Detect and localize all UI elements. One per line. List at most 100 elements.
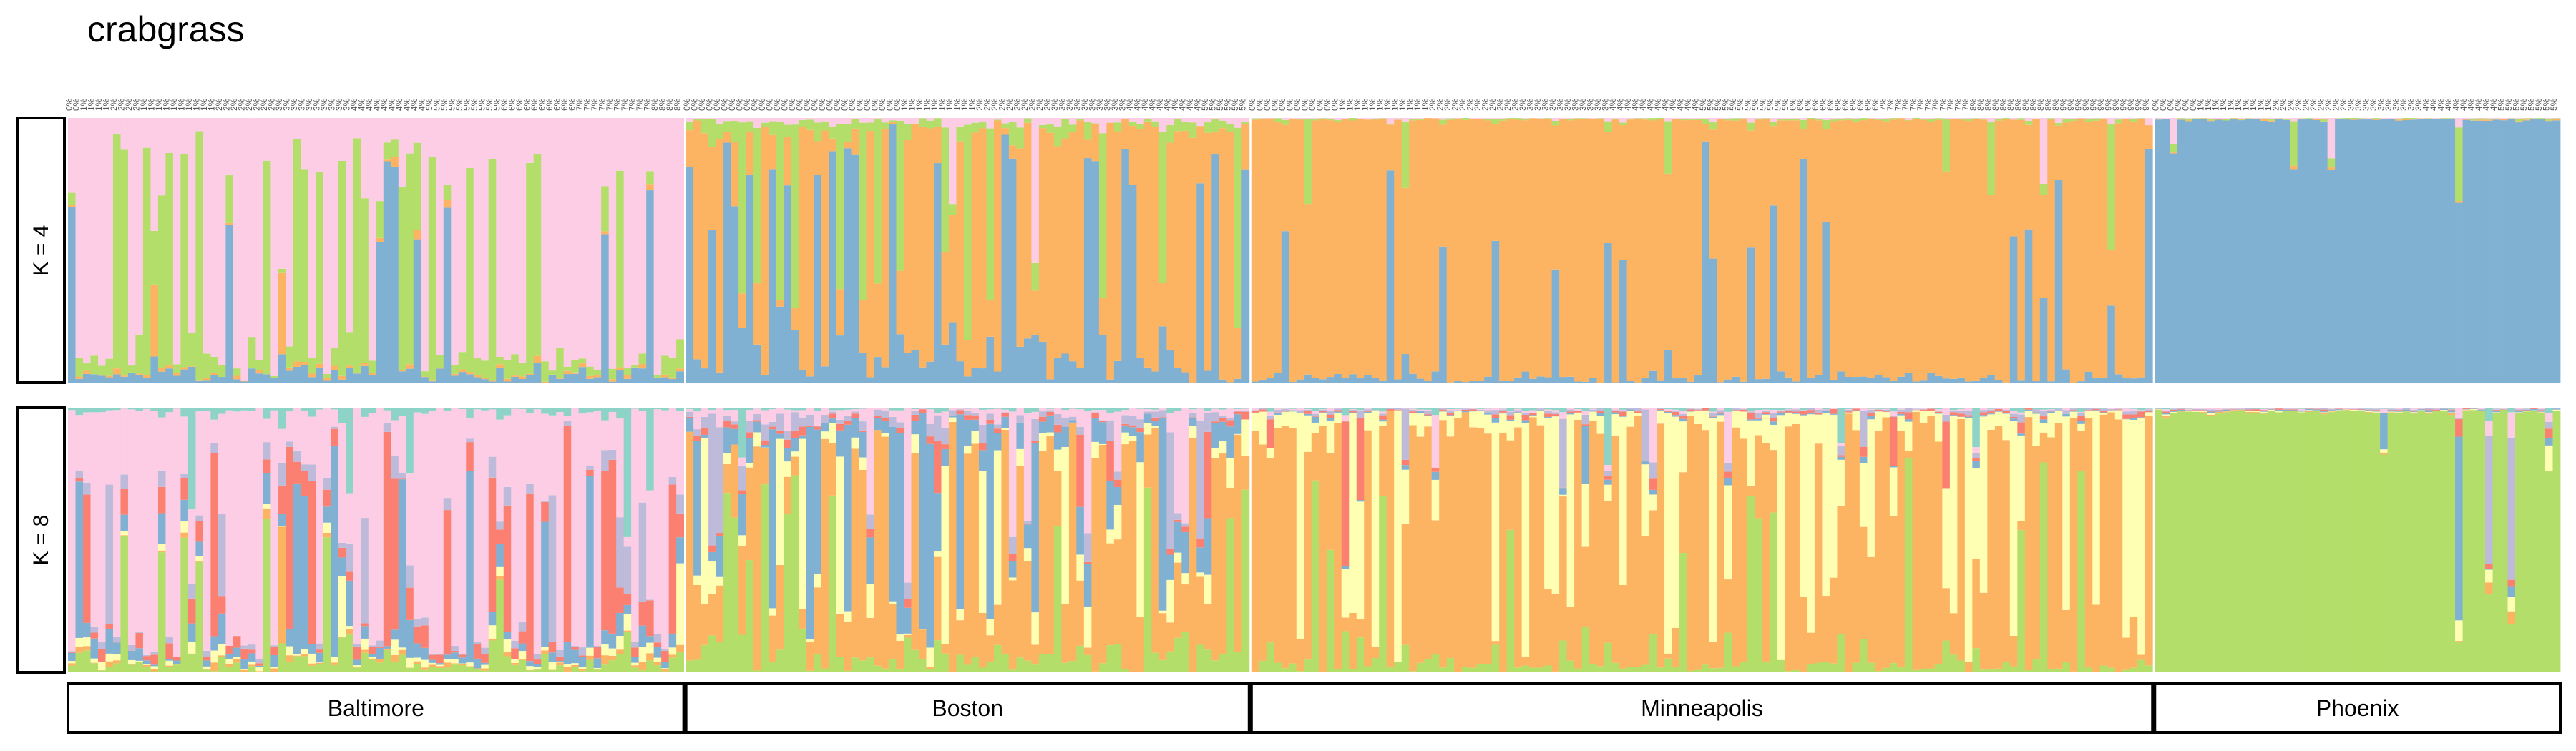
sample-label: 0% [1277, 98, 1287, 111]
bar-segment [586, 466, 595, 470]
bar-segment [881, 118, 889, 123]
bar-segment [1514, 377, 1523, 383]
bar-segment [1151, 421, 1160, 426]
bar-segment [195, 118, 204, 132]
sample-label: 2% [2293, 98, 2303, 111]
bar-segment [353, 647, 361, 660]
sample-label: 4% [1653, 98, 1663, 111]
bar-segment [1792, 423, 1800, 670]
bar-segment [556, 378, 565, 379]
bar-segment [1919, 669, 1928, 672]
sample-label: 1% [154, 98, 164, 111]
bar-segment [1219, 453, 1227, 654]
bar-segment [1356, 378, 1365, 383]
bar-segment [2350, 411, 2358, 672]
sample-label: 0% [757, 98, 767, 111]
bar-segment [263, 519, 271, 672]
bar-segment [1174, 519, 1182, 522]
bar-segment [1566, 413, 1575, 415]
bar-segment [316, 118, 324, 172]
bar-segment [1551, 414, 1560, 416]
sample-label: 7% [635, 98, 645, 111]
bar-segment [701, 416, 709, 428]
bar-segment [1544, 410, 1553, 414]
bar-segment [2387, 410, 2396, 412]
bar-segment [1266, 458, 1274, 643]
bar-segment [2107, 408, 2116, 411]
bar-segment [2312, 120, 2321, 383]
sample-label: 1% [2240, 98, 2250, 111]
bar-segment [2039, 183, 2048, 195]
bar-segment [1904, 120, 1913, 373]
bar-segment [1113, 411, 1122, 472]
sample-label: 0% [1255, 98, 1265, 111]
sample-label: 3% [1585, 98, 1595, 111]
bar-segment [1226, 487, 1235, 519]
bar-segment [1664, 411, 1672, 413]
bar-segment [1769, 118, 1777, 122]
bar-segment [708, 147, 717, 230]
bar-segment [1506, 421, 1515, 441]
bar-segment [383, 646, 391, 649]
bar-segment [225, 659, 234, 664]
bar-segment [646, 190, 655, 383]
bar-segment [1889, 416, 1898, 466]
bar-segment [165, 643, 174, 659]
bar-segment [1289, 428, 1297, 664]
bar-segment [1724, 485, 1732, 580]
bar-segment [1994, 411, 2003, 426]
bar-segment [686, 660, 694, 672]
bar-segment [331, 365, 339, 370]
bar-segment [2122, 414, 2131, 419]
bar-segment [1784, 118, 1792, 121]
sample-label: 5% [2534, 98, 2544, 111]
bar-segment [1972, 408, 1981, 448]
bar-segment [1521, 120, 1530, 372]
bar-segment [1484, 410, 1493, 413]
bar-segment [2192, 411, 2200, 672]
bar-segment [533, 118, 542, 154]
bar-segment [481, 670, 489, 672]
bar-segment [851, 128, 859, 155]
group-label: Phoenix [2316, 695, 2399, 721]
bar-segment [2129, 414, 2138, 418]
bar-segment [2350, 119, 2358, 120]
bar-segment [791, 475, 799, 672]
bar-segment [1211, 421, 1220, 423]
bar-segment [1544, 418, 1553, 589]
sample-label: 6% [1803, 98, 1813, 111]
bar-segment [1919, 409, 1928, 411]
bar-segment [941, 252, 950, 345]
bar-segment [874, 283, 882, 358]
bar-segment [301, 169, 309, 362]
bar-segment [653, 118, 662, 376]
bar-segment [68, 408, 76, 411]
bar-segment [255, 370, 264, 374]
bar-segment [1964, 410, 1973, 416]
bar-segment [473, 644, 482, 659]
bar-segment [316, 643, 324, 650]
sample-label: 8% [1968, 98, 1979, 111]
bar-segment [1566, 408, 1575, 410]
bar-segment [1859, 411, 1868, 447]
bar-segment [1979, 378, 1988, 383]
bar-segment [112, 663, 121, 672]
bar-segment [406, 408, 414, 474]
bar-segment [165, 412, 174, 638]
bar-segment [2039, 416, 2048, 420]
bar-segment [2312, 408, 2321, 410]
bar-segment [1784, 120, 1792, 378]
bar-segment [844, 409, 852, 416]
bar-segment [1266, 419, 1274, 448]
bar-segment [376, 237, 384, 242]
bar-segment [1001, 408, 1010, 410]
bar-segment [135, 411, 144, 632]
bar-segment [1158, 118, 1167, 132]
sample-label: 2% [1043, 98, 1053, 111]
bar-segment [668, 476, 677, 485]
bar-segment [346, 365, 354, 368]
sample-label: 0% [697, 98, 707, 111]
bar-segment [993, 433, 1002, 451]
bar-segment [2425, 408, 2433, 410]
bar-segment [933, 415, 942, 441]
